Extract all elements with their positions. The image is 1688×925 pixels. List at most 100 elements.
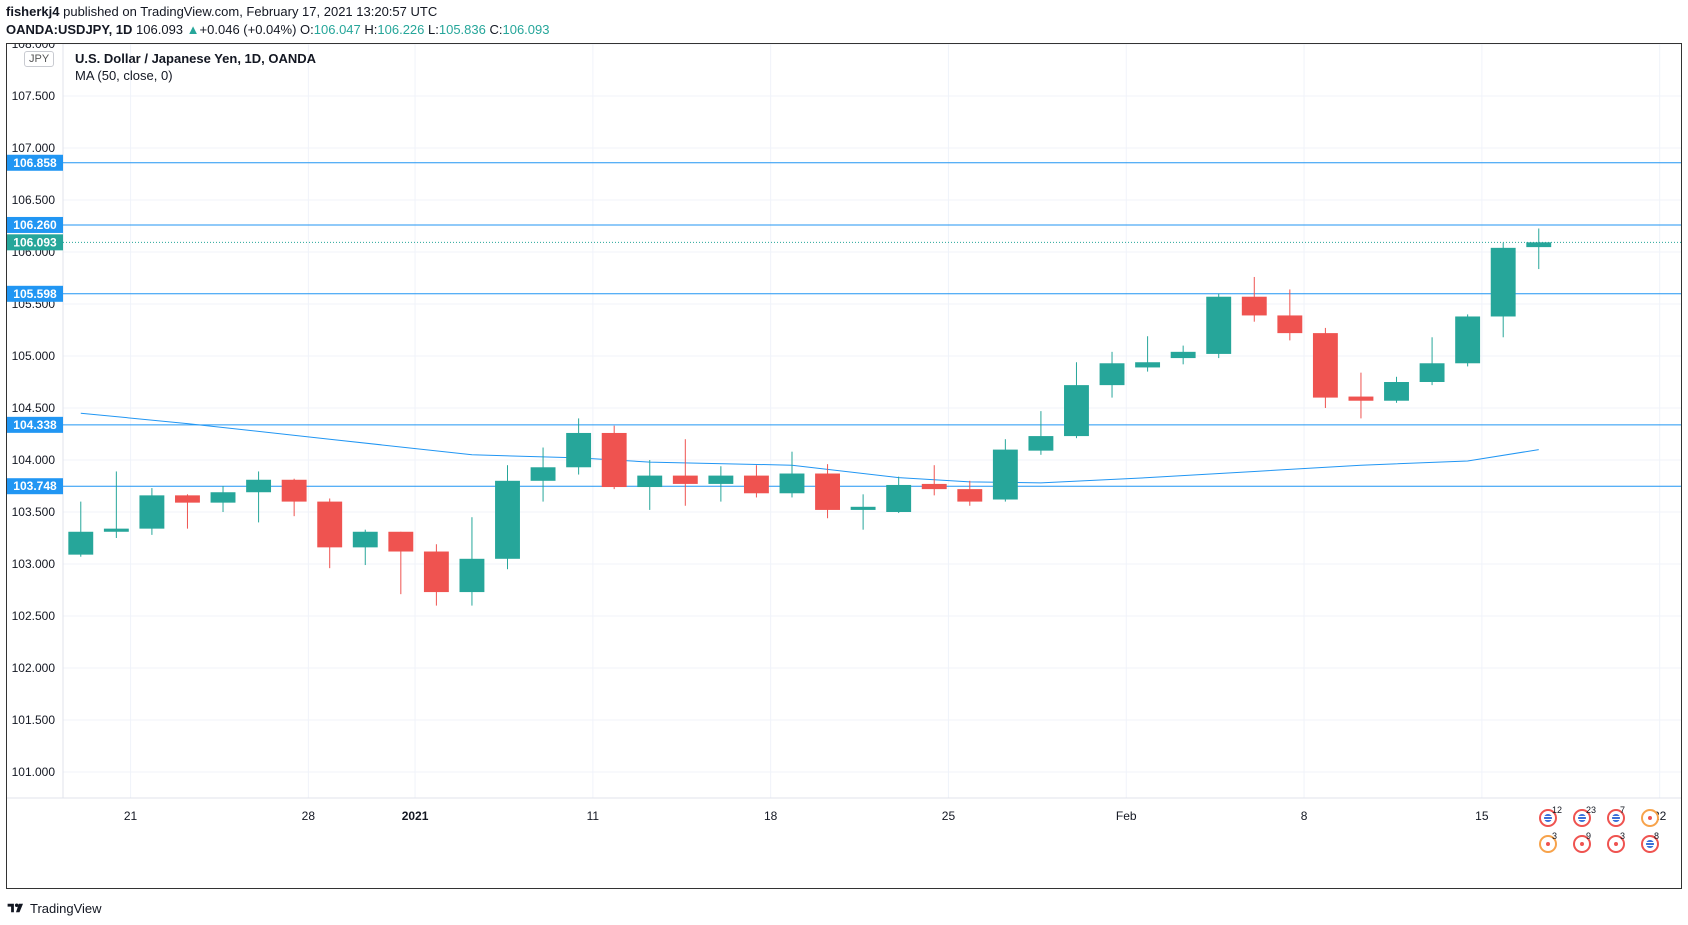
x-tick-label: 21 <box>124 809 138 823</box>
horizontal-levels: 106.858 106.260 106.093 105.598 104.338 103.7… <box>7 154 1681 495</box>
candle-body <box>921 483 947 490</box>
candle <box>103 471 129 538</box>
candle <box>850 494 876 530</box>
candle <box>423 544 449 606</box>
economic-events: 12 23 7 3 9 3 8 <box>1539 805 1679 879</box>
y-tick-label: 106.500 <box>12 193 56 207</box>
candle <box>281 478 307 517</box>
candle-body <box>1064 385 1089 437</box>
candle <box>1135 336 1161 372</box>
published-text: published on TradingView.com, February 1… <box>63 4 438 19</box>
event-count: 7 <box>1620 805 1626 815</box>
candle <box>1064 362 1089 439</box>
level-badge <box>7 478 63 495</box>
candle-body <box>68 531 94 555</box>
indicator-label[interactable]: MA (50, close, 0) <box>75 68 173 83</box>
level-label: 106.093 <box>13 235 57 249</box>
us-flag-event-icon[interactable] <box>1641 835 1659 853</box>
candle <box>743 465 769 498</box>
candle-body <box>1028 436 1054 451</box>
high-value: 106.226 <box>377 22 425 37</box>
event-count: 9 <box>1586 831 1592 841</box>
event-count: 23 <box>1586 805 1597 815</box>
candlestick-chart[interactable]: 101.000 101.500 102.000 102.500 103.000 103.5… <box>7 44 1681 888</box>
candle <box>815 464 840 519</box>
y-tick-label: 103.500 <box>12 505 56 519</box>
x-tick-label: 2021 <box>402 809 429 823</box>
us-flag-event-icon[interactable] <box>1607 809 1625 827</box>
candle <box>921 465 947 496</box>
candle <box>246 471 272 523</box>
candle-body <box>1490 247 1516 317</box>
y-tick-label: 107.500 <box>12 89 56 103</box>
currency-badge[interactable]: JPY <box>24 51 55 67</box>
candle-body <box>886 484 912 512</box>
chart-pane[interactable]: 101.000 101.500 102.000 102.500 103.000 103.5… <box>6 43 1682 889</box>
candle-body <box>530 467 556 481</box>
jp-flag-event-icon[interactable] <box>1607 835 1625 853</box>
event-count: 12 <box>1552 805 1563 815</box>
footer: TradingView <box>6 898 102 918</box>
candle-body <box>317 501 343 548</box>
candle <box>566 418 592 475</box>
y-tick-label: 107.000 <box>12 141 56 155</box>
footer-brand[interactable]: TradingView <box>30 900 102 916</box>
candle-body <box>1170 351 1196 359</box>
candle <box>1384 376 1409 403</box>
candle <box>68 501 94 557</box>
publish-line: fisherkj4 published on TradingView.com, … <box>6 4 437 19</box>
level-label: 106.260 <box>13 218 57 232</box>
chart-title[interactable]: U.S. Dollar / Japanese Yen, 1D, OANDA <box>75 51 317 66</box>
x-tick-label: 28 <box>302 809 316 823</box>
candle-body <box>1135 362 1161 368</box>
candle-body <box>672 475 698 484</box>
candle <box>672 439 698 506</box>
candle <box>1455 314 1481 367</box>
candle <box>779 451 805 498</box>
candle-body <box>103 528 129 532</box>
jp-flag-event-icon[interactable] <box>1539 835 1557 853</box>
candle <box>1206 293 1232 359</box>
candle <box>352 529 378 566</box>
candle <box>210 486 236 512</box>
candle <box>459 517 485 606</box>
level-label: 104.338 <box>13 418 57 432</box>
y-tick-label: 102.500 <box>12 609 56 623</box>
jp-flag-event-icon[interactable] <box>1641 809 1659 827</box>
candle-body <box>210 492 236 503</box>
candle-body <box>1419 363 1445 382</box>
candle-body <box>1455 316 1481 364</box>
level-badge <box>7 416 63 433</box>
y-tick-label: 102.000 <box>12 661 56 675</box>
us-flag-event-icon[interactable] <box>1573 809 1591 827</box>
change-arrow-icon: ▲ <box>186 22 200 37</box>
candle-body <box>1312 333 1338 398</box>
candle <box>1419 337 1445 386</box>
y-tick-label: 105.000 <box>12 349 56 363</box>
us-flag-event-icon[interactable] <box>1539 809 1557 827</box>
candle-body <box>1099 363 1125 386</box>
candle <box>388 531 414 595</box>
last-price-badge <box>7 234 63 251</box>
candle <box>886 476 912 514</box>
candle <box>1526 228 1552 270</box>
candle-body <box>281 479 307 502</box>
candle-body <box>1277 315 1303 334</box>
author-name[interactable]: fisherkj4 <box>6 4 60 19</box>
candle-body <box>459 558 485 593</box>
candle-body <box>850 506 876 510</box>
candle-body <box>139 495 165 529</box>
last-price: 106.093 <box>136 22 184 37</box>
open-label: O: <box>300 22 314 37</box>
candle-body <box>992 449 1018 500</box>
candle-body <box>815 473 840 510</box>
y-tick-label: 103.000 <box>12 557 56 571</box>
candle <box>1277 289 1303 341</box>
jp-flag-event-icon[interactable] <box>1573 835 1591 853</box>
level-badge <box>7 154 63 171</box>
x-tick-label: 11 <box>587 809 600 823</box>
candle <box>1490 242 1516 338</box>
x-tick-label: 25 <box>942 809 956 823</box>
candle-body <box>1348 396 1374 401</box>
candle <box>708 466 734 502</box>
